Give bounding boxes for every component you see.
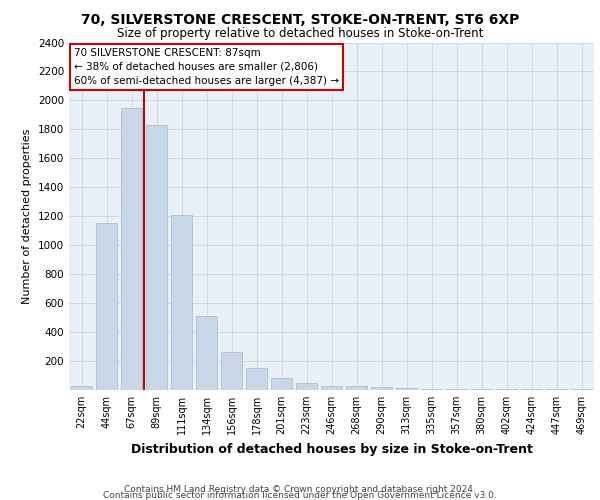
Bar [121, 108, 142, 390]
Text: Contains public sector information licensed under the Open Government Licence v3: Contains public sector information licen… [103, 491, 497, 500]
Bar [496, 388, 517, 390]
Bar [446, 388, 467, 390]
Bar [146, 125, 167, 390]
Bar [171, 215, 192, 390]
Text: Contains HM Land Registry data © Crown copyright and database right 2024.: Contains HM Land Registry data © Crown c… [124, 484, 476, 494]
Bar [321, 386, 342, 390]
Y-axis label: Number of detached properties: Number of detached properties [22, 128, 32, 304]
Bar [396, 388, 417, 390]
Bar [296, 383, 317, 390]
Bar [471, 388, 492, 390]
Bar [71, 386, 92, 390]
Bar [246, 368, 267, 390]
Bar [96, 224, 117, 390]
Bar [196, 316, 217, 390]
Text: 70, SILVERSTONE CRESCENT, STOKE-ON-TRENT, ST6 6XP: 70, SILVERSTONE CRESCENT, STOKE-ON-TRENT… [81, 12, 519, 26]
Bar [421, 388, 442, 390]
Text: Size of property relative to detached houses in Stoke-on-Trent: Size of property relative to detached ho… [117, 28, 483, 40]
Bar [221, 352, 242, 390]
Bar [271, 378, 292, 390]
Bar [371, 387, 392, 390]
Text: 70 SILVERSTONE CRESCENT: 87sqm
← 38% of detached houses are smaller (2,806)
60% : 70 SILVERSTONE CRESCENT: 87sqm ← 38% of … [74, 48, 339, 86]
Bar [346, 386, 367, 390]
X-axis label: Distribution of detached houses by size in Stoke-on-Trent: Distribution of detached houses by size … [131, 442, 532, 456]
